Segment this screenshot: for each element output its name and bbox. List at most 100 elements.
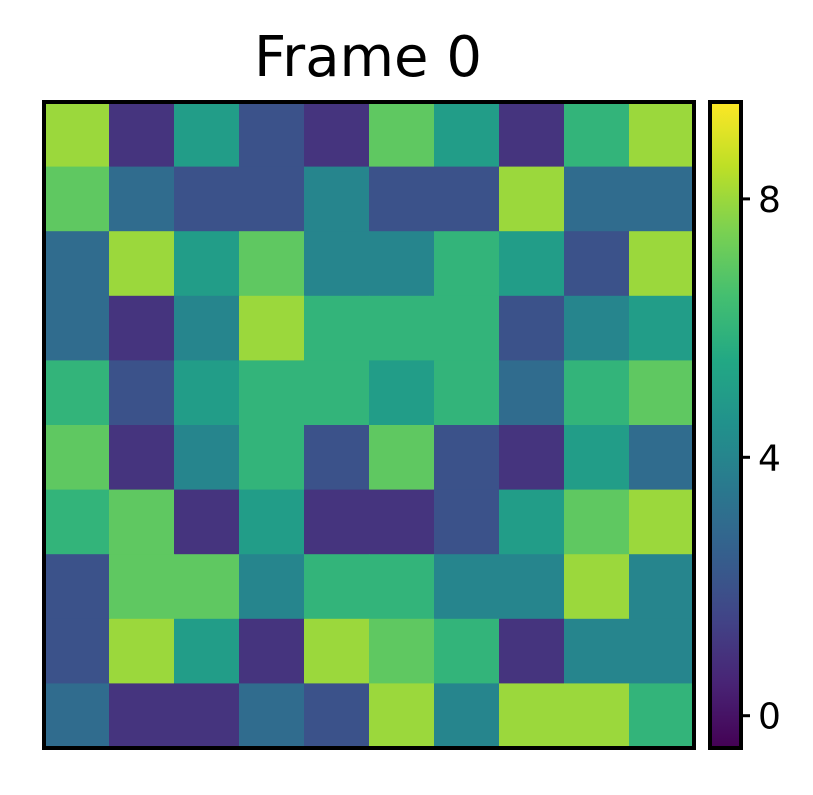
heatmap-cell bbox=[44, 683, 110, 748]
heatmap-cell bbox=[434, 554, 500, 619]
heatmap-cell bbox=[369, 425, 435, 490]
heatmap-cell bbox=[499, 425, 565, 490]
heatmap-cell bbox=[239, 490, 305, 555]
heatmap-cell bbox=[369, 102, 435, 167]
heatmap-cell bbox=[369, 619, 435, 684]
heatmap-cell bbox=[369, 231, 435, 296]
heatmap-cell bbox=[564, 360, 630, 425]
heatmap-cell bbox=[304, 619, 370, 684]
heatmap-cell bbox=[369, 167, 435, 232]
heatmap-cell bbox=[434, 231, 500, 296]
heatmap-cell bbox=[369, 490, 435, 555]
heatmap-cell bbox=[369, 296, 435, 361]
heatmap-cell bbox=[174, 102, 240, 167]
heatmap-cell bbox=[564, 102, 630, 167]
heatmap-cell bbox=[44, 231, 110, 296]
colorbar-ticks: 0 4 8 bbox=[741, 180, 781, 738]
heatmap-cell bbox=[239, 167, 305, 232]
heatmap-cell bbox=[174, 167, 240, 232]
heatmap-cell bbox=[564, 490, 630, 555]
heatmap-cell bbox=[109, 490, 175, 555]
heatmap-cell bbox=[109, 425, 175, 490]
heatmap-cell bbox=[109, 554, 175, 619]
heatmap-cell bbox=[499, 167, 565, 232]
heatmap-cell bbox=[239, 102, 305, 167]
heatmap-cell bbox=[499, 619, 565, 684]
heatmap-cell bbox=[304, 683, 370, 748]
heatmap-cell bbox=[434, 683, 500, 748]
chart-title: Frame 0 bbox=[254, 25, 482, 90]
heatmap-cell bbox=[564, 296, 630, 361]
colorbar-tick-label: 0 bbox=[758, 697, 781, 738]
heatmap-cell bbox=[564, 167, 630, 232]
heatmap-cell bbox=[369, 683, 435, 748]
heatmap-cell bbox=[109, 102, 175, 167]
heatmap-cell bbox=[239, 296, 305, 361]
heatmap-cells bbox=[44, 102, 695, 749]
colorbar-tick-label: 8 bbox=[758, 180, 781, 221]
heatmap-cell bbox=[174, 425, 240, 490]
heatmap-cell bbox=[629, 167, 695, 232]
heatmap-cell bbox=[174, 619, 240, 684]
heatmap-cell bbox=[629, 102, 695, 167]
heatmap-cell bbox=[109, 360, 175, 425]
heatmap-cell bbox=[564, 554, 630, 619]
heatmap-cell bbox=[304, 360, 370, 425]
heatmap-cell bbox=[109, 167, 175, 232]
heatmap-cell bbox=[174, 554, 240, 619]
heatmap-cell bbox=[434, 296, 500, 361]
heatmap-cell bbox=[434, 425, 500, 490]
heatmap-cell bbox=[109, 231, 175, 296]
heatmap-cell bbox=[499, 683, 565, 748]
heatmap-cell bbox=[304, 425, 370, 490]
heatmap-cell bbox=[629, 683, 695, 748]
heatmap-cell bbox=[109, 619, 175, 684]
heatmap-cell bbox=[629, 231, 695, 296]
heatmap-cell bbox=[109, 683, 175, 748]
heatmap-cell bbox=[629, 490, 695, 555]
colorbar-tick-label: 4 bbox=[758, 438, 781, 479]
heatmap-cell bbox=[369, 554, 435, 619]
heatmap-cell bbox=[629, 554, 695, 619]
heatmap-cell bbox=[44, 554, 110, 619]
heatmap-cell bbox=[239, 619, 305, 684]
heatmap-cell bbox=[174, 360, 240, 425]
heatmap-cell bbox=[44, 619, 110, 684]
heatmap-cell bbox=[44, 102, 110, 167]
heatmap-cell bbox=[369, 360, 435, 425]
heatmap-cell bbox=[499, 360, 565, 425]
heatmap-cell bbox=[434, 102, 500, 167]
heatmap-cell bbox=[44, 167, 110, 232]
heatmap-cell bbox=[564, 619, 630, 684]
heatmap-cell bbox=[304, 167, 370, 232]
heatmap-cell bbox=[174, 683, 240, 748]
heatmap-cell bbox=[499, 102, 565, 167]
heatmap-cell bbox=[174, 296, 240, 361]
heatmap-cell bbox=[239, 425, 305, 490]
heatmap-cell bbox=[44, 360, 110, 425]
heatmap-cell bbox=[239, 360, 305, 425]
heatmap-cell bbox=[434, 490, 500, 555]
heatmap-cell bbox=[434, 167, 500, 232]
heatmap-cell bbox=[629, 296, 695, 361]
heatmap-cell bbox=[434, 619, 500, 684]
heatmap-cell bbox=[174, 231, 240, 296]
heatmap-cell bbox=[499, 296, 565, 361]
heatmap-cell bbox=[499, 231, 565, 296]
heatmap-cell bbox=[564, 683, 630, 748]
heatmap-cell bbox=[174, 490, 240, 555]
heatmap-cell bbox=[44, 296, 110, 361]
heatmap-cell bbox=[564, 425, 630, 490]
heatmap-cell bbox=[304, 490, 370, 555]
heatmap-cell bbox=[44, 425, 110, 490]
heatmap-cell bbox=[304, 296, 370, 361]
heatmap-cell bbox=[629, 425, 695, 490]
heatmap-cell bbox=[239, 683, 305, 748]
heatmap-cell bbox=[564, 231, 630, 296]
heatmap-cell bbox=[109, 296, 175, 361]
heatmap-cell bbox=[629, 360, 695, 425]
heatmap-cell bbox=[304, 102, 370, 167]
heatmap-cell bbox=[304, 231, 370, 296]
heatmap-cell bbox=[239, 554, 305, 619]
